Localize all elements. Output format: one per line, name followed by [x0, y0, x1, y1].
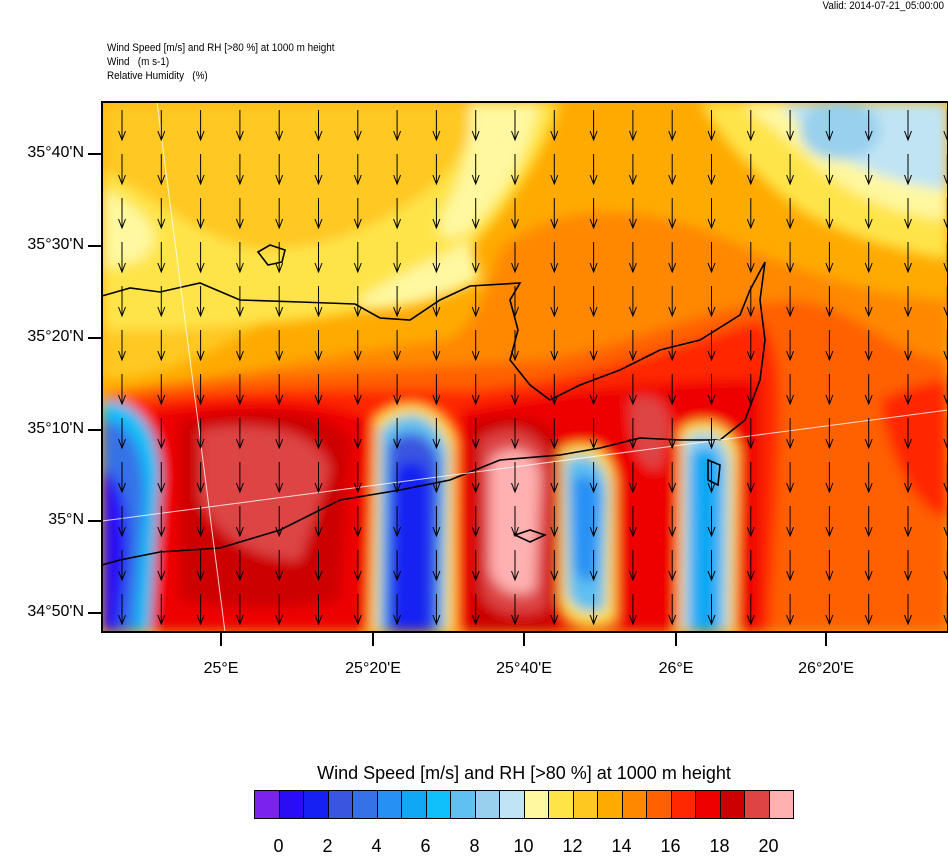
colorbar-swatch [500, 791, 525, 818]
colorbar-swatch [329, 791, 354, 818]
lat-label: 35°N [0, 511, 84, 529]
colorbar-swatch [427, 791, 452, 818]
colorbar-swatch [402, 791, 427, 818]
colorbar-swatch [451, 791, 476, 818]
colorbar-swatch [770, 791, 794, 818]
colorbar-swatch [696, 791, 721, 818]
colorbar-swatch [623, 791, 648, 818]
wind-speed-field [102, 100, 948, 632]
lon-label: 26°E [659, 660, 694, 678]
colorbar-swatch [598, 791, 623, 818]
lon-label: 26°20'E [798, 660, 854, 678]
colorbar-title: Wind Speed [m/s] and RH [>80 %] at 1000 … [0, 763, 948, 784]
wind-map [0, 0, 948, 700]
lon-label: 25°20'E [345, 660, 401, 678]
colorbar-swatch [574, 791, 599, 818]
lat-label: 35°10'N [0, 420, 84, 438]
colorbar-swatch [304, 791, 329, 818]
colorbar-swatch [647, 791, 672, 818]
colorbar-swatch [721, 791, 746, 818]
colorbar-swatch [525, 791, 550, 818]
lon-label: 25°40'E [496, 660, 552, 678]
colorbar-swatch [745, 791, 770, 818]
colorbar [254, 790, 794, 819]
colorbar-swatch [378, 791, 403, 818]
colorbar-swatch [549, 791, 574, 818]
lat-label: 35°30'N [0, 236, 84, 254]
colorbar-swatch [476, 791, 501, 818]
lon-label: 25°E [204, 660, 239, 678]
lat-label: 35°20'N [0, 328, 84, 346]
colorbar-swatch [280, 791, 305, 818]
lat-label: 35°40'N [0, 144, 84, 162]
colorbar-swatch [255, 791, 280, 818]
colorbar-swatch [353, 791, 378, 818]
colorbar-swatch [672, 791, 697, 818]
lat-label: 34°50'N [0, 603, 84, 621]
